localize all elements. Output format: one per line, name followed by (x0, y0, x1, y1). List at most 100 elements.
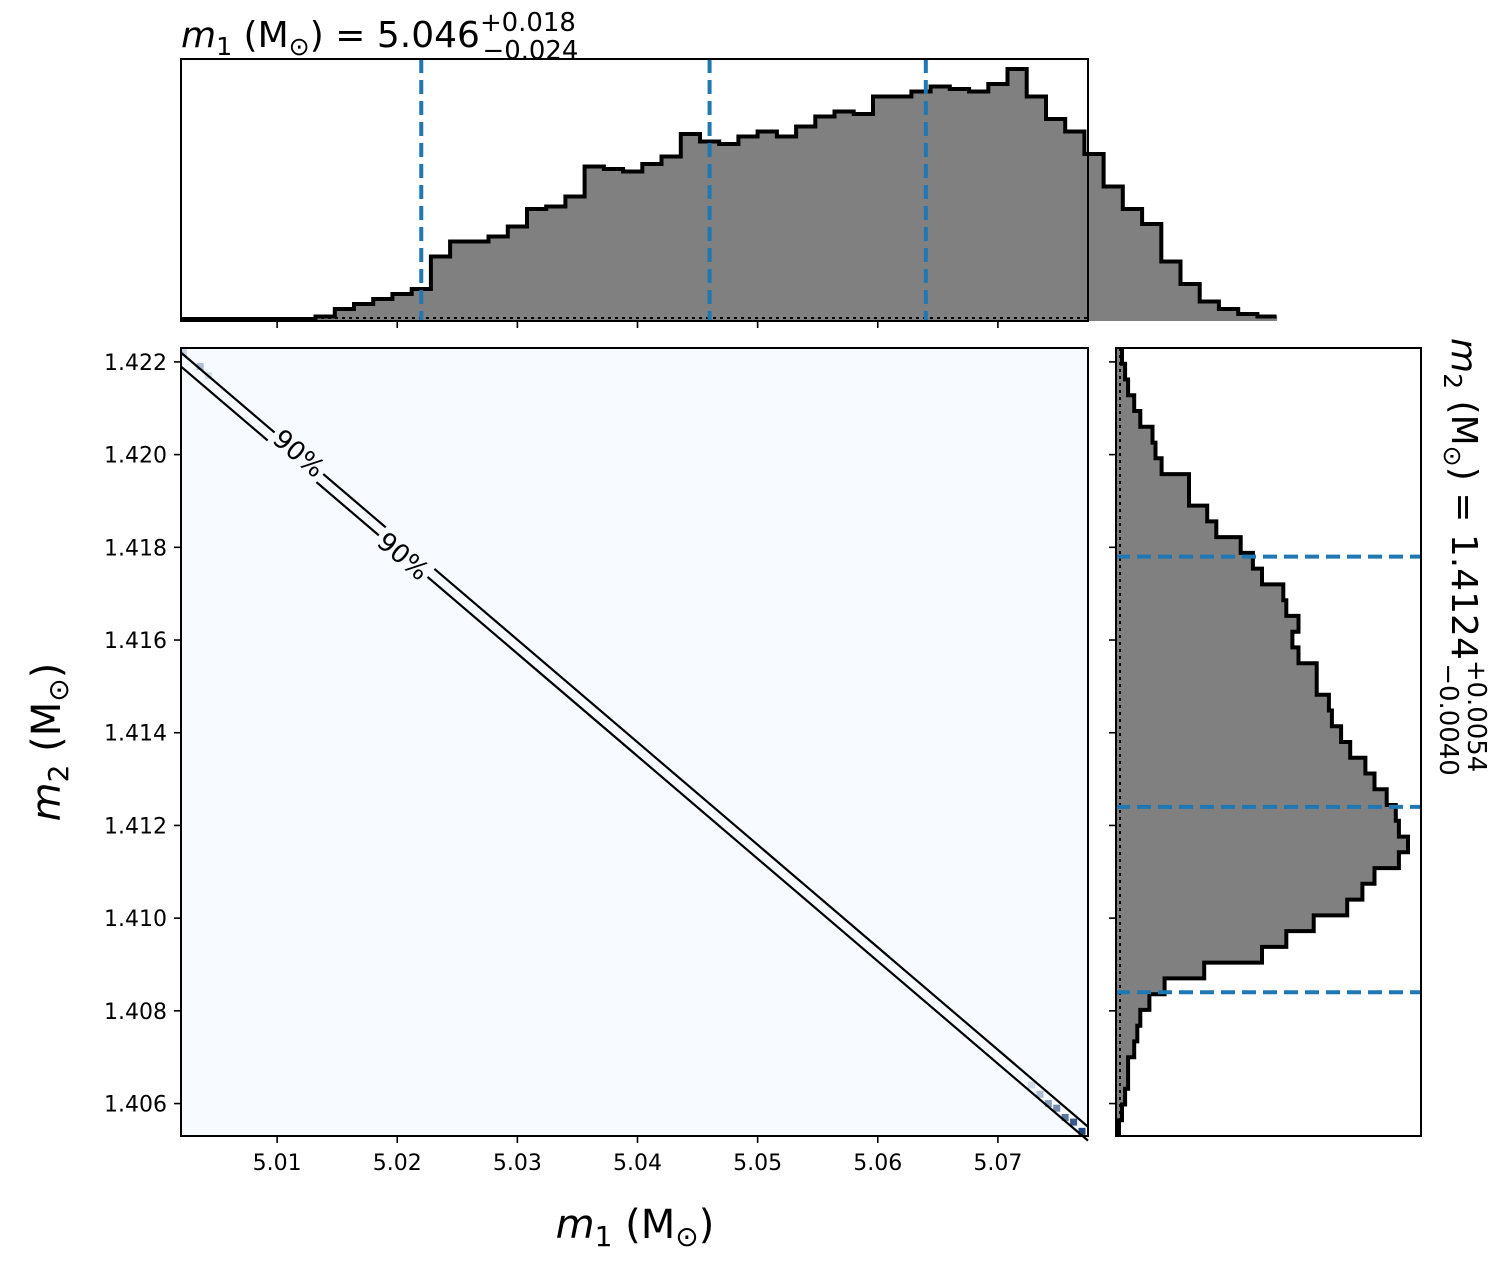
m1-histogram-bin (1026, 96, 1047, 321)
m1-histogram-bin (469, 241, 490, 321)
joint-density-cell (1028, 1081, 1036, 1089)
m2-histogram-bin (1116, 915, 1314, 932)
m2-histogram-bin (1116, 946, 1262, 964)
m1-histogram-bin (815, 116, 836, 321)
joint-density-cell (196, 363, 204, 371)
m2-tick-label: 1.422 (104, 351, 167, 376)
m1-tick-label: 5.02 (373, 1151, 422, 1176)
m2-histogram-bin (1116, 820, 1399, 838)
m2-histogram-bin (1116, 1009, 1141, 1027)
joint-density-cell (1070, 1118, 1078, 1126)
m1-quantile-lines (419, 59, 928, 321)
m2-histogram-bin (1116, 1041, 1135, 1058)
m1-histogram-bin (623, 171, 643, 321)
m1-histogram-bin (738, 136, 759, 321)
joint-density-cell (1053, 1104, 1061, 1112)
m2-histogram-bin (1116, 805, 1396, 822)
joint-density-cell (1044, 1100, 1052, 1108)
m2-histogram-bin (1116, 899, 1348, 916)
m1-histogram-bin (776, 136, 797, 321)
m1-axis-ticks: 5.01 5.02 5.03 5.04 5.05 5.06 5.07 (253, 1136, 1022, 1176)
m2-histogram-bin (1116, 395, 1135, 412)
contour-lines (180, 351, 1089, 1142)
m1-histogram-bin (642, 164, 663, 321)
m2-histogram-bin (1116, 789, 1387, 806)
m1-histogram-bin (584, 166, 605, 321)
m2-histogram-bin (1116, 1025, 1138, 1042)
m1-histogram-bin (1257, 316, 1278, 321)
joint-density-panel: 90%90% 5.01 5.02 5.03 5.04 5.05 5.06 5.07 1.40… (24, 347, 1089, 1253)
m1-axis-label: m1 (M⊙) (556, 1202, 715, 1253)
m2-marginal-frame (1115, 347, 1422, 1137)
contour-label-gap (264, 421, 333, 486)
joint-density-cell (1061, 1113, 1069, 1121)
m1-histogram-bin (1161, 261, 1182, 321)
m1-histogram-bin (1065, 131, 1085, 321)
m2-marginal-ticks (1109, 361, 1116, 1105)
m1-histogram-bin (1122, 209, 1143, 321)
m2-histogram-bin (1116, 994, 1150, 1011)
m1-tick-label: 5.04 (613, 1151, 662, 1176)
m1-histogram-bars (181, 67, 1278, 321)
m2-histogram-bin (1116, 757, 1366, 775)
m1-histogram-bin (450, 241, 470, 321)
m2-quantile-lines (1116, 554, 1421, 995)
m2-histogram-bin (1116, 663, 1317, 680)
m1-histogram-bin (430, 256, 451, 321)
m2-histogram-bin (1116, 600, 1287, 617)
m1-histogram-bin (565, 196, 586, 321)
contour-line (180, 365, 1089, 1142)
m1-tick-label: 5.05 (733, 1151, 782, 1176)
m1-histogram-bin (1238, 314, 1258, 321)
m1-histogram-bin (411, 289, 432, 321)
m1-histogram-bin (680, 134, 701, 321)
m2-histogram-bin (1116, 489, 1189, 507)
m1-histogram-bin (1045, 119, 1066, 321)
m2-histogram-bin (1116, 678, 1317, 696)
m1-histogram-bin (969, 91, 989, 321)
m1-histogram-bin (373, 299, 393, 321)
m1-tick-label: 5.01 (253, 1151, 302, 1176)
m2-histogram-bin (1116, 647, 1299, 664)
m2-histogram-bin (1116, 742, 1351, 759)
m1-tick-label: 5.06 (853, 1151, 902, 1176)
m1-tick-label: 5.07 (973, 1151, 1022, 1176)
m1-histogram-bin (1218, 309, 1239, 321)
joint-density-cell (179, 349, 187, 357)
m2-histogram-bin (1116, 836, 1408, 853)
joint-density-background (181, 348, 1088, 1136)
joint-density-cell (1078, 1127, 1086, 1135)
m1-histogram-bin (661, 156, 682, 321)
m2-tick-label: 1.414 (104, 722, 167, 747)
contour-line (180, 351, 1089, 1128)
m2-histogram-bin (1116, 615, 1299, 633)
m2-histogram-bin (1116, 474, 1189, 491)
m1-histogram-bin (603, 169, 624, 321)
m1-histogram-bin (353, 304, 374, 321)
m2-marginal-histogram: m2 (M⊙) = 1.4124+0.0054−0.0040 (1109, 338, 1491, 1137)
m1-marginal-title: m1 (M⊙) = 5.046+0.018 −0.024 (181, 8, 578, 66)
m2-histogram-bin (1116, 962, 1205, 979)
m1-histogram-bin (719, 144, 739, 321)
m2-tick-label: 1.412 (104, 814, 167, 839)
m1-histogram-bin (757, 131, 778, 321)
m2-histogram-bin (1116, 505, 1208, 522)
joint-density-cell (1036, 1090, 1044, 1098)
contour-label-gap (369, 524, 438, 589)
m2-axis-ticks: 1.406 1.408 1.410 1.412 1.414 1.416 1.418 1.420… (104, 351, 181, 1118)
m1-marginal-frame (180, 58, 1089, 322)
m2-histogram-bin (1116, 726, 1342, 743)
m2-tick-label: 1.406 (104, 1093, 167, 1118)
m1-histogram-bin (1007, 69, 1028, 321)
m1-histogram-bin (1084, 154, 1105, 321)
m2-tick-label: 1.420 (104, 444, 167, 469)
m2-histogram-bin (1116, 883, 1363, 901)
m1-histogram-bin (872, 96, 893, 321)
m1-histogram-bin (988, 84, 1009, 321)
m1-marginal-ticks (276, 321, 999, 328)
m2-histogram-bin (1116, 773, 1375, 790)
m2-axis-label: m2 (M⊙) (24, 663, 75, 822)
m1-marginal-histogram: m1 (M⊙) = 5.046+0.018 −0.024 (180, 8, 1278, 328)
m1-histogram-bin (315, 316, 336, 321)
